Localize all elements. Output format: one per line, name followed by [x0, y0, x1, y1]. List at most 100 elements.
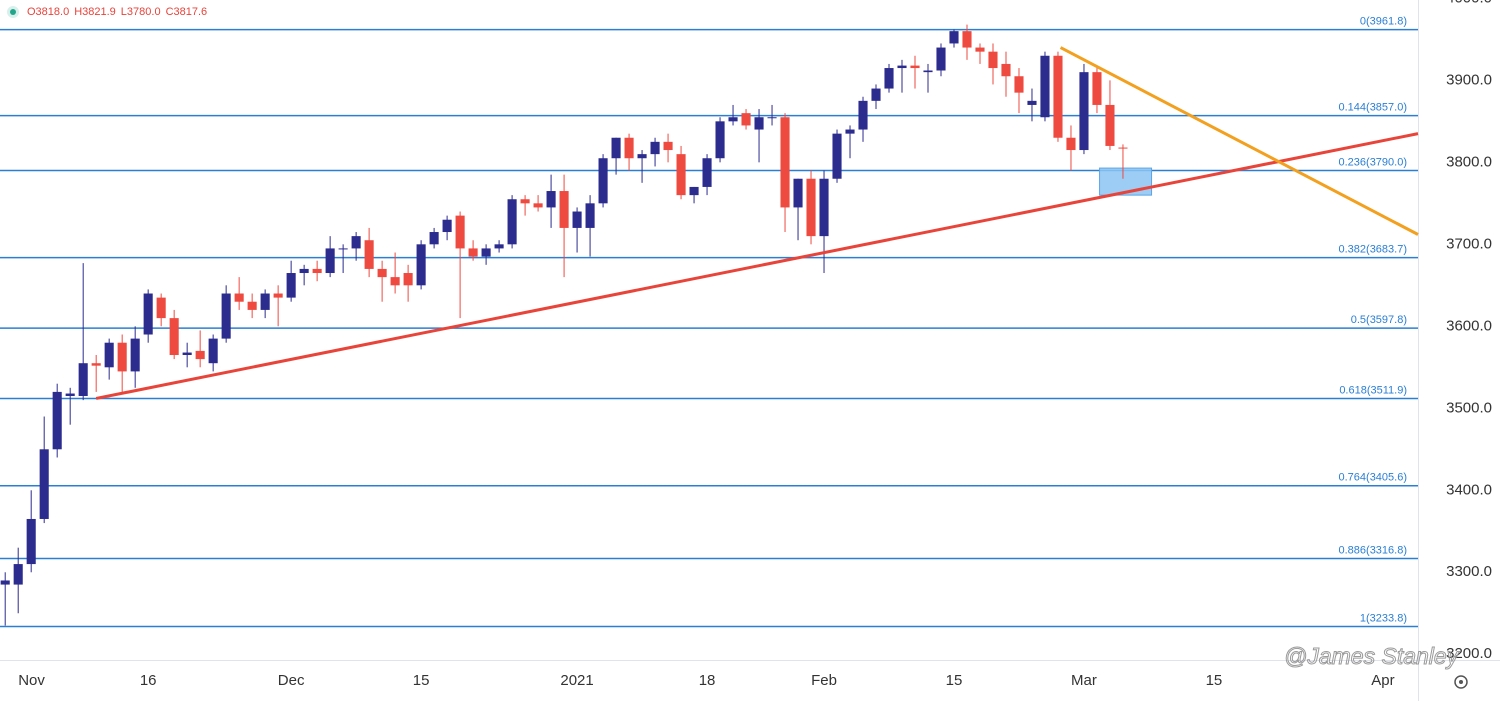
fib-label: 1(3233.8)	[1360, 612, 1407, 624]
trendline	[95, 132, 1419, 400]
fib-label: 0.886(3316.8)	[1339, 544, 1408, 556]
candle-body	[572, 211, 582, 228]
candle-body	[286, 273, 296, 298]
candle-body	[910, 65, 920, 69]
candle-body	[1027, 100, 1037, 105]
candle-body	[1079, 72, 1089, 151]
candle-body	[338, 248, 348, 250]
trendline	[1059, 46, 1419, 236]
x-tick-label: 15	[413, 672, 430, 689]
gear[interactable]	[1454, 675, 1468, 689]
candle-body	[1040, 55, 1050, 118]
candle-body	[208, 338, 218, 364]
candle-body	[130, 338, 140, 372]
y-tick-label: 3900.0	[1446, 71, 1492, 88]
y-tick-label: 3500.0	[1446, 399, 1492, 416]
gear-center[interactable]	[1459, 680, 1463, 684]
y-tick-label: 3800.0	[1446, 153, 1492, 170]
candle-body	[104, 342, 114, 368]
candle-body	[78, 363, 88, 396]
candle-body	[741, 113, 751, 126]
candle-body	[858, 100, 868, 130]
candle-body	[650, 141, 660, 155]
y-tick-label: 3700.0	[1446, 235, 1492, 252]
candle-body	[962, 31, 972, 48]
candle-body	[260, 293, 270, 310]
candle-body	[481, 248, 491, 257]
candle-body	[312, 268, 322, 274]
candle-body	[169, 318, 179, 356]
candle-body	[845, 129, 855, 134]
candle-body	[156, 297, 166, 319]
candle-body	[975, 47, 985, 52]
x-tick-label: Dec	[278, 672, 305, 689]
candle-body	[1118, 147, 1128, 149]
candle-body	[806, 178, 816, 237]
candle-body	[234, 293, 244, 302]
candle-body	[689, 186, 699, 196]
candle-body	[819, 178, 829, 237]
settings-icon[interactable]	[1454, 675, 1468, 689]
fib-label: 0.5(3597.8)	[1351, 314, 1407, 326]
x-tick-label: 16	[140, 672, 157, 689]
candle-body	[494, 244, 504, 249]
candle-body	[780, 117, 790, 208]
y-tick-label: 3300.0	[1446, 563, 1492, 580]
candle-body	[39, 449, 49, 519]
ohlc-value: O3818.0	[27, 6, 69, 18]
candle-body	[1092, 72, 1102, 105]
candle-body	[767, 117, 777, 119]
fib-label: 0.382(3683.7)	[1339, 244, 1408, 256]
candle-body	[520, 199, 530, 204]
candle-body	[1066, 137, 1076, 151]
candle-body	[390, 277, 400, 286]
candle-body	[949, 31, 959, 44]
candle-body	[507, 199, 517, 245]
candle-body	[715, 121, 725, 159]
candle-body	[1105, 104, 1115, 146]
candle-body	[429, 232, 439, 245]
candle-body	[1001, 63, 1011, 77]
candle-body	[793, 178, 803, 208]
candle-body	[871, 88, 881, 101]
candle-body	[1014, 76, 1024, 93]
candle-body	[546, 191, 556, 208]
candle-body	[936, 47, 946, 71]
candle-body	[923, 70, 933, 73]
candle-body	[754, 117, 764, 130]
candle-body	[611, 137, 621, 159]
ohlc-value: C3817.6	[166, 6, 208, 18]
x-tick-label: 15	[946, 672, 963, 689]
candle-body	[468, 248, 478, 257]
candle-body	[143, 293, 153, 335]
y-tick-label: 3600.0	[1446, 317, 1492, 334]
x-tick-label: Apr	[1371, 672, 1394, 689]
candle-body	[832, 133, 842, 179]
candle-body	[403, 273, 413, 286]
candle-body	[585, 203, 595, 228]
candle-body	[273, 293, 283, 298]
candle-body	[13, 564, 23, 585]
candle-body	[559, 191, 569, 228]
candle-body	[182, 352, 192, 356]
watermark: @James Stanley	[1284, 643, 1460, 669]
candle-body	[676, 154, 686, 196]
fib-label: 0.236(3790.0)	[1339, 156, 1408, 168]
y-tick-label: 3200.0	[1446, 645, 1492, 662]
candle-body	[897, 65, 907, 69]
candle-body	[299, 268, 309, 274]
candle-body	[65, 393, 75, 396]
x-tick-label: Mar	[1071, 672, 1097, 689]
candle-body	[247, 301, 257, 310]
x-tick-label: 15	[1206, 672, 1223, 689]
status-dot	[10, 9, 16, 15]
x-tick-label: 2021	[560, 672, 593, 689]
y-tick-label: 4000.0	[1446, 0, 1492, 6]
fib-label: 0.144(3857.0)	[1339, 102, 1408, 114]
ohlc-value: H3821.9	[74, 6, 116, 18]
candle-body	[117, 342, 127, 372]
x-tick-label: 18	[699, 672, 716, 689]
